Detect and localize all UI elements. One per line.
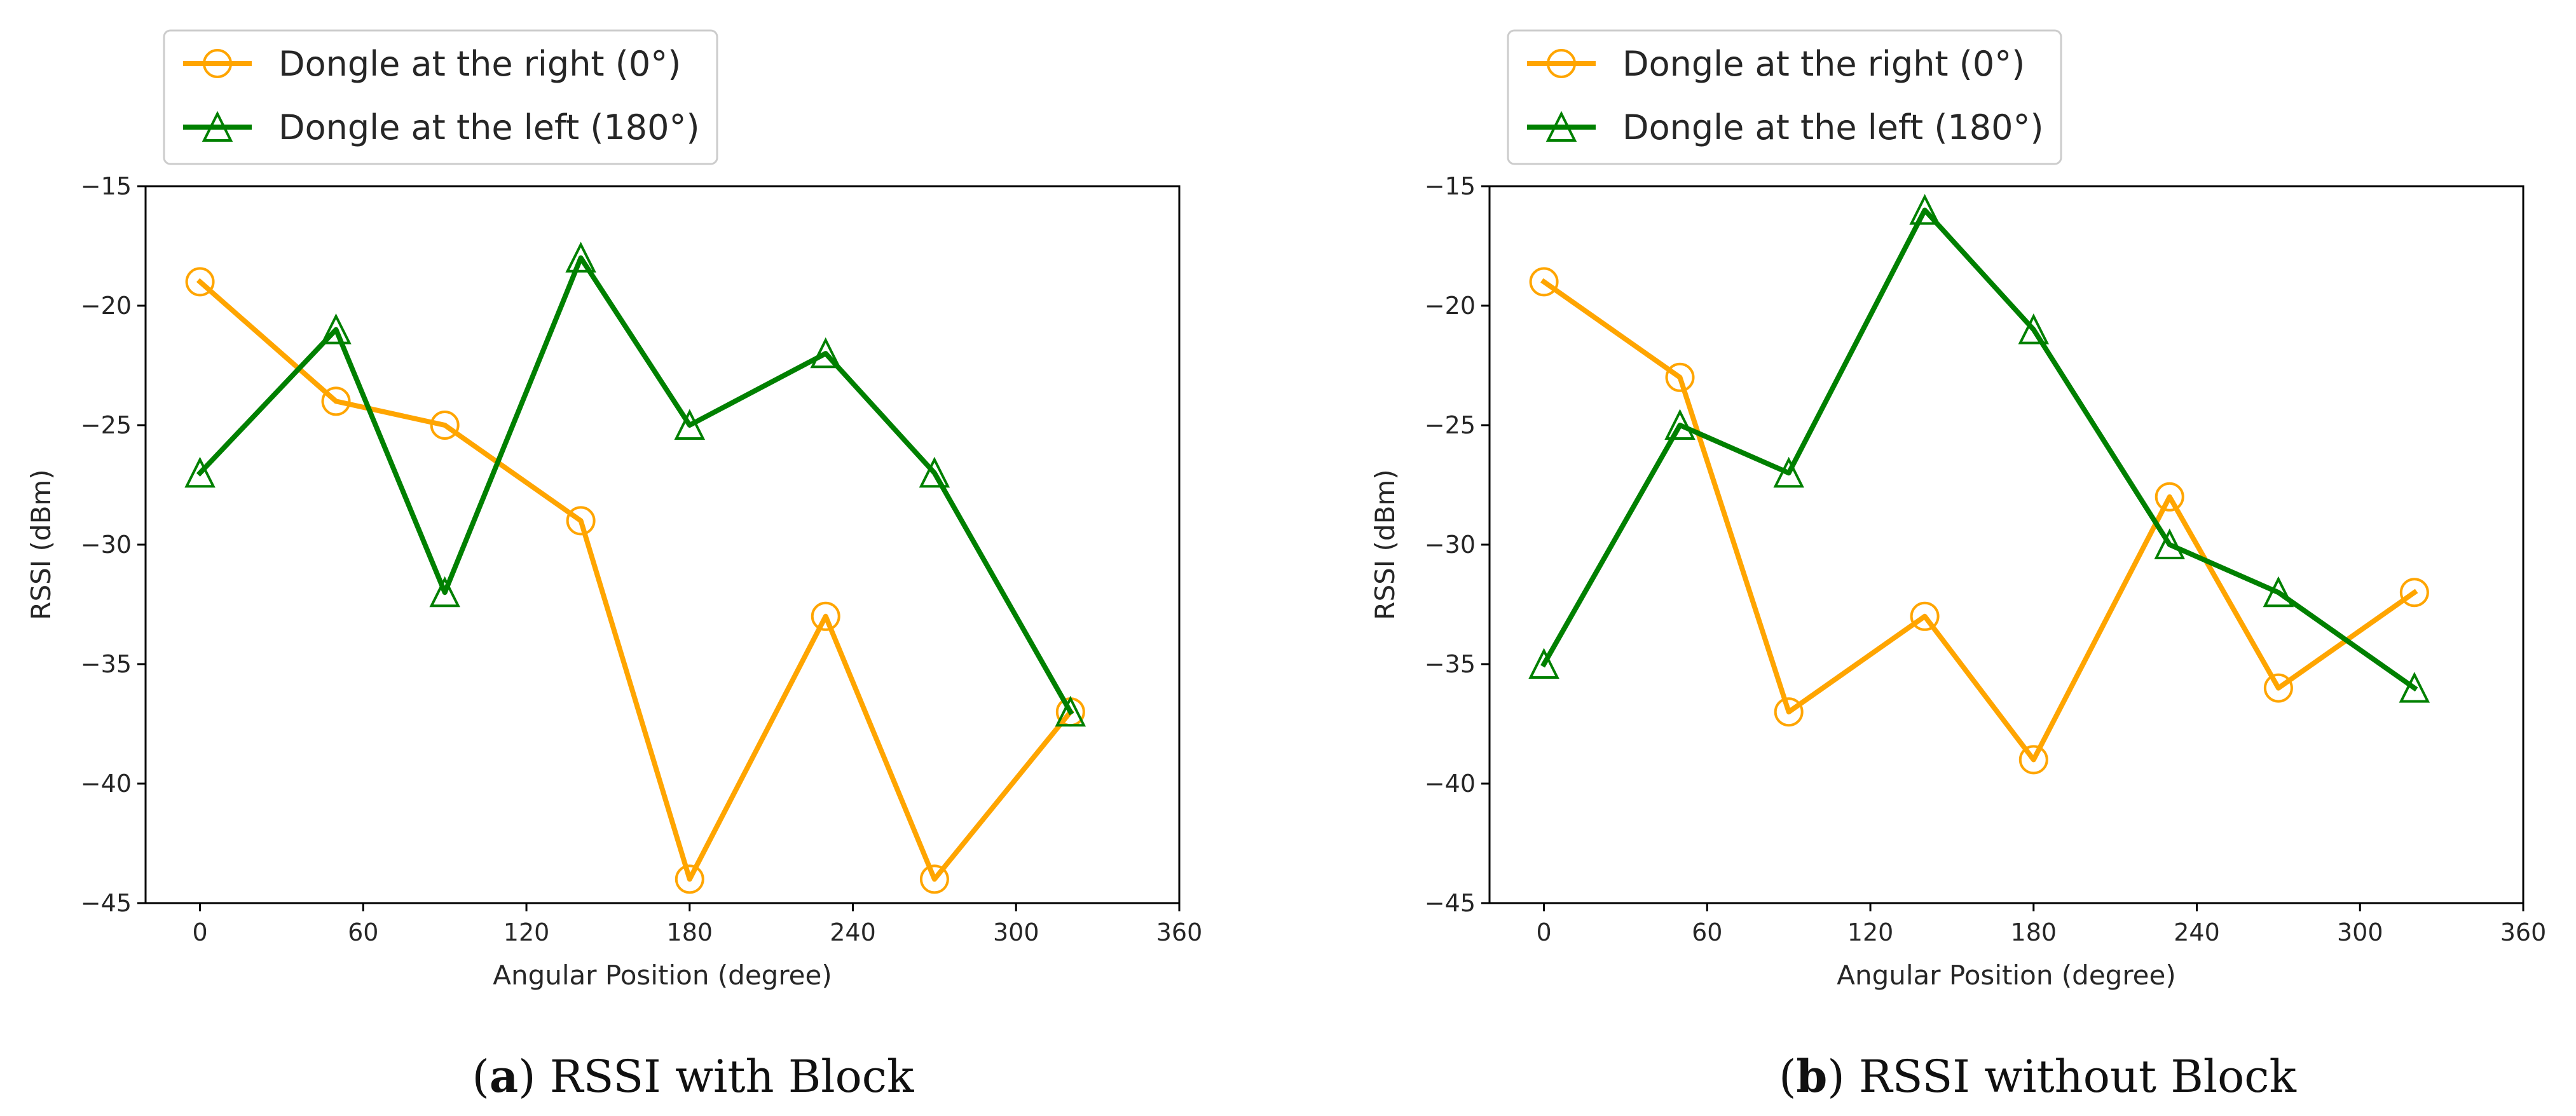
data-point-triangle	[674, 409, 706, 440]
data-point-triangle	[320, 313, 352, 344]
legend-label: Dongle at the left (180°)	[278, 107, 700, 147]
x-tick-label: 240	[830, 918, 876, 946]
data-point-circle	[2155, 482, 2184, 512]
legend-marker-triangle	[1545, 111, 1577, 142]
data-point-circle	[185, 267, 215, 297]
x-tick-label: 180	[667, 918, 713, 946]
series-dongle-left	[1528, 194, 2430, 703]
x-tick-label: 300	[2337, 918, 2383, 946]
legend-label: Dongle at the left (180°)	[1622, 107, 2044, 147]
data-point-triangle	[429, 576, 460, 608]
data-point-triangle	[1664, 409, 1696, 440]
x-tick-label: 180	[2011, 918, 2057, 946]
x-axis-label: Angular Position (degree)	[1837, 960, 2176, 991]
data-point-circle	[321, 386, 351, 416]
chart-panel-b: 0 60 120 180 240 300 360 −15 −20 −25 −30 −35 −40 −45 A…	[1369, 29, 2547, 1103]
x-tick-label: 120	[1847, 918, 1894, 946]
chart-panel-a: 0 60 120 180 240 300 360 −15 −20 −25 −30 −35 −40 −45 A…	[25, 29, 1203, 1103]
y-tick-label: −30	[81, 531, 132, 559]
plot-frame	[1488, 185, 2525, 904]
data-point-triangle	[565, 242, 596, 273]
series-line	[1540, 207, 2418, 692]
figure-caption: (b) RSSI without Block	[1779, 1050, 2296, 1103]
legend-box	[163, 29, 718, 165]
series-dongle-right	[185, 267, 1085, 894]
series-dongle-right	[1529, 267, 2429, 775]
data-point-circle	[566, 506, 596, 536]
data-point-circle	[675, 864, 704, 894]
y-tick-label: −25	[81, 411, 132, 439]
legend-label: Dongle at the right (0°)	[1622, 44, 2025, 84]
data-point-circle	[2263, 673, 2293, 703]
x-tick-label: 60	[1692, 918, 1722, 946]
y-tick-label: −30	[1425, 531, 1476, 559]
caption-close: )	[1827, 1051, 1844, 1103]
data-point-triangle	[2154, 528, 2185, 559]
data-point-circle	[1529, 267, 1559, 297]
series-dongle-left	[184, 242, 1086, 727]
caption-text: RSSI without Block	[1845, 1051, 2297, 1103]
caption-letter: a	[490, 1050, 518, 1103]
data-point-triangle	[2399, 672, 2430, 703]
data-point-circle	[919, 864, 949, 894]
data-point-circle	[2018, 745, 2048, 775]
data-point-circle	[1665, 362, 1695, 392]
series-line	[196, 278, 1074, 882]
data-point-triangle	[919, 456, 950, 488]
x-axis-label: Angular Position (degree)	[493, 960, 832, 991]
data-point-circle	[1774, 697, 1804, 727]
x-tick-label: 120	[504, 918, 550, 946]
caption-open: (	[472, 1051, 490, 1103]
legend-box	[1507, 29, 2062, 165]
y-tick-label: −35	[1425, 650, 1476, 678]
y-axis-label: RSSI (dBm)	[25, 469, 57, 620]
x-tick-label: 360	[2500, 918, 2547, 946]
x-tick-label: 240	[2174, 918, 2220, 946]
y-axis-label: RSSI (dBm)	[1369, 469, 1401, 620]
caption-text: RSSI with Block	[536, 1051, 914, 1103]
figure-caption: (a) RSSI with Block	[472, 1050, 914, 1103]
data-point-triangle	[1055, 695, 1086, 727]
legend-marker-triangle	[202, 111, 233, 142]
x-tick-label: 300	[993, 918, 1039, 946]
data-point-circle	[1910, 601, 1940, 631]
x-tick-label: 360	[1156, 918, 1203, 946]
caption-close: )	[518, 1051, 535, 1103]
y-tick-label: −25	[1425, 411, 1476, 439]
caption-open: (	[1779, 1051, 1796, 1103]
y-tick-label: −20	[81, 292, 132, 320]
data-point-circle	[2399, 578, 2429, 608]
x-tick-label: 0	[1536, 918, 1551, 946]
legend: Dongle at the right (0°) Dongle at the le…	[1507, 29, 2062, 165]
y-tick-label: −45	[81, 889, 132, 917]
y-tick-label: −15	[81, 172, 132, 200]
series-line	[1540, 278, 2418, 763]
y-tick-label: −15	[1425, 172, 1476, 200]
y-tick-label: −40	[81, 770, 132, 798]
y-tick-label: −45	[1425, 889, 1476, 917]
data-point-triangle	[1528, 648, 1559, 679]
y-tick-label: −40	[1425, 770, 1476, 798]
data-point-triangle	[184, 456, 216, 488]
data-point-triangle	[1773, 456, 1804, 488]
series-line	[196, 255, 1074, 716]
legend-marker-circle	[203, 49, 232, 78]
legend-label: Dongle at the right (0°)	[278, 44, 681, 84]
data-point-circle	[811, 601, 840, 631]
data-point-triangle	[810, 337, 841, 369]
x-tick-label: 0	[192, 918, 207, 946]
y-tick-label: −35	[81, 650, 132, 678]
data-point-triangle	[2263, 576, 2294, 608]
y-tick-label: −20	[1425, 292, 1476, 320]
legend-marker-circle	[1547, 49, 1576, 78]
caption-letter: b	[1796, 1050, 1827, 1103]
data-point-triangle	[1909, 194, 1940, 225]
data-point-circle	[430, 411, 460, 440]
x-tick-label: 60	[348, 918, 378, 946]
legend: Dongle at the right (0°) Dongle at the le…	[163, 29, 718, 165]
data-point-triangle	[2018, 313, 2050, 344]
